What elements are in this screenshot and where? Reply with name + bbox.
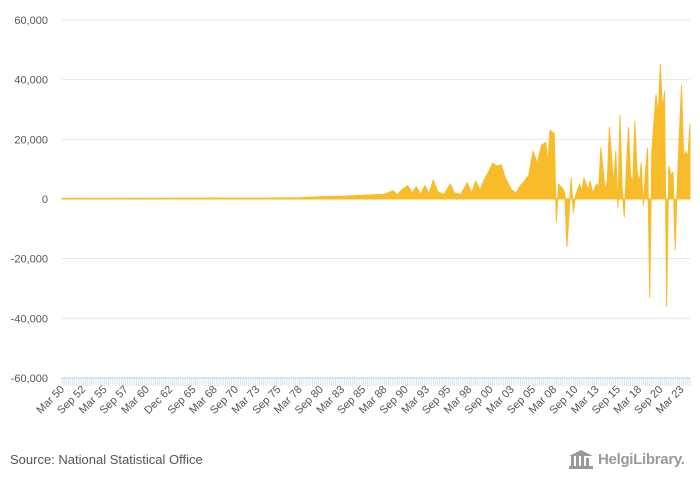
y-tick-label: -40,000 (11, 313, 48, 325)
y-tick-label: -60,000 (11, 373, 48, 385)
chart: 60,000 40,000 20,000 0 -20,000 -40,000 -60,000… (11, 15, 691, 417)
y-tick-label: 60,000 (14, 15, 48, 27)
y-tick-label: 20,000 (14, 134, 48, 146)
y-axis: 60,000 40,000 20,000 0 -20,000 -40,000 -60,000 (11, 15, 48, 385)
y-tick-label: 0 (42, 194, 48, 206)
brand-name: HelgiLibrary. (598, 451, 685, 468)
y-tick-label: -20,000 (11, 254, 48, 266)
y-tick-label: 40,000 (14, 75, 48, 87)
x-axis-ticks (61, 378, 691, 386)
brand-logo: HelgiLibrary. (568, 446, 692, 474)
source-note: Source: National Statistical Office (10, 452, 203, 467)
library-building-icon (569, 450, 593, 469)
series-area (61, 64, 691, 307)
